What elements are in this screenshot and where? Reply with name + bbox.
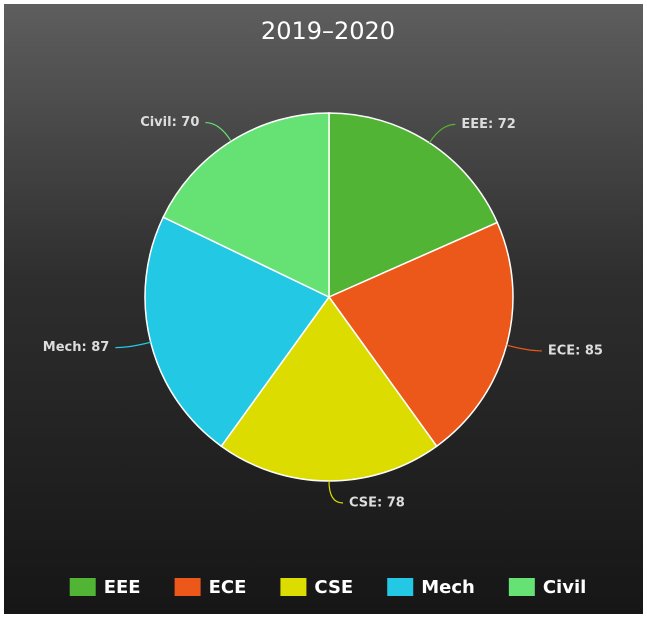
pie-slice xyxy=(162,112,330,299)
leader-line xyxy=(205,121,232,142)
legend-swatch xyxy=(280,578,307,596)
pie-slice xyxy=(144,216,331,448)
legend-label: CSE xyxy=(314,577,353,598)
pie-slice xyxy=(327,221,514,448)
data-label: Mech: 87 xyxy=(43,340,110,355)
legend-swatch xyxy=(387,578,414,596)
leader-line xyxy=(506,344,542,352)
data-label: ECE: 85 xyxy=(548,343,603,358)
legend-label: Civil xyxy=(543,577,586,598)
legend-swatch xyxy=(174,578,201,596)
leader-line xyxy=(328,480,344,504)
legend-label: Mech xyxy=(421,577,475,598)
legend-swatch xyxy=(508,578,535,596)
pie-slice xyxy=(220,295,438,482)
pie-slice xyxy=(328,112,499,299)
leader-line xyxy=(115,341,151,349)
chart-title: 2019–2020 xyxy=(261,17,395,45)
data-label: Civil: 70 xyxy=(140,115,199,130)
data-label: EEE: 72 xyxy=(461,117,515,132)
legend-swatch xyxy=(69,578,96,596)
legend-label: EEE xyxy=(104,577,141,598)
data-label: CSE: 78 xyxy=(349,496,405,511)
legend-label: ECE xyxy=(209,577,247,598)
leader-line xyxy=(428,123,456,144)
